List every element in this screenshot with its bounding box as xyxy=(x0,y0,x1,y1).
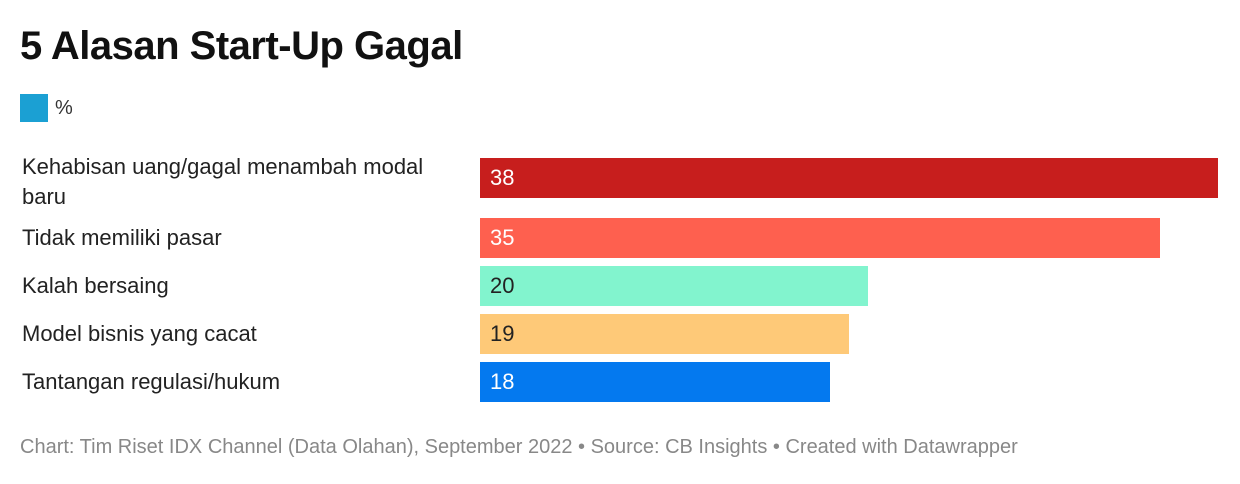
bar: 35 xyxy=(480,218,1160,258)
bar-row: Model bisnis yang cacat 19 xyxy=(0,310,1240,358)
bar: 20 xyxy=(480,266,868,306)
chart-footer: Chart: Tim Riset IDX Channel (Data Olaha… xyxy=(20,436,1018,458)
bar-row: Tidak memiliki pasar 35 xyxy=(0,214,1240,262)
bar-chart: Kehabisan uang/gagal menambah modal baru… xyxy=(0,150,1240,410)
bar-value-label: 18 xyxy=(490,369,515,394)
bar-row: Tantangan regulasi/hukum 18 xyxy=(0,358,1240,406)
chart-title: 5 Alasan Start-Up Gagal xyxy=(20,24,463,68)
category-label: Tidak memiliki pasar xyxy=(22,225,222,250)
bar: 18 xyxy=(480,362,830,402)
category-label: Kehabisan uang/gagal menambah modal baru xyxy=(22,154,424,209)
bar-value-label: 35 xyxy=(490,225,515,250)
legend: % xyxy=(20,94,73,122)
bar-value-label: 19 xyxy=(490,321,515,346)
bar-value-label: 38 xyxy=(490,165,515,190)
bar-row: Kehabisan uang/gagal menambah modal baru… xyxy=(0,150,1240,214)
bar: 19 xyxy=(480,314,849,354)
legend-label: % xyxy=(55,96,73,119)
category-label: Tantangan regulasi/hukum xyxy=(22,369,281,394)
category-label: Kalah bersaing xyxy=(22,273,169,298)
bar: 38 xyxy=(480,158,1218,198)
bar-row: Kalah bersaing 20 xyxy=(0,262,1240,310)
legend-swatch xyxy=(20,94,48,122)
category-label: Model bisnis yang cacat xyxy=(22,321,257,346)
bar-value-label: 20 xyxy=(490,273,515,298)
